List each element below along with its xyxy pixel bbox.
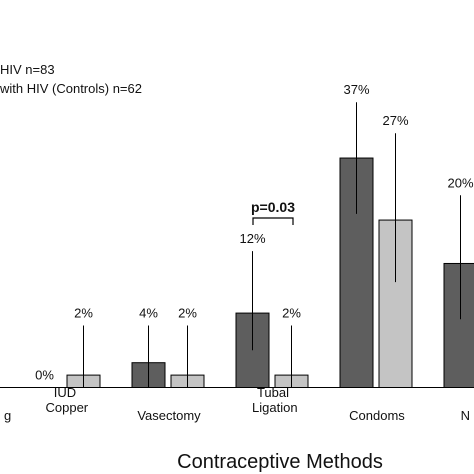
x-tick-label: Condoms: [349, 408, 405, 423]
legend-label: HIV n=83: [0, 62, 55, 77]
x-axis-title: Contraceptive Methods: [177, 451, 383, 473]
x-tick-label: N: [461, 408, 470, 423]
value-label: 37%: [343, 82, 369, 97]
value-label: 2%: [282, 305, 301, 320]
label-word: Copper: [42, 400, 89, 415]
value-label: 20%: [447, 175, 473, 190]
value-label: 27%: [382, 113, 408, 128]
x-tick-label: g: [4, 408, 11, 423]
x-tick-label: IUD Copper: [42, 385, 89, 415]
label-word: Ligation: [248, 400, 297, 415]
label-word: Tubal: [257, 385, 289, 400]
value-label: 12%: [239, 231, 265, 246]
value-label: 2%: [178, 305, 197, 320]
value-label: 4%: [139, 305, 158, 320]
annotation: p=0.03: [251, 199, 295, 215]
value-label: 0%: [35, 368, 54, 383]
legend-label: with HIV (Controls) n=62: [0, 81, 142, 96]
x-tick-label: Vasectomy: [137, 408, 201, 423]
bar: [443, 262, 474, 388]
x-tick-label: Tubal Ligation: [248, 385, 297, 415]
label-word: IUD: [54, 385, 76, 400]
value-label: 2%: [74, 305, 93, 320]
significance-bracket: [252, 217, 294, 225]
